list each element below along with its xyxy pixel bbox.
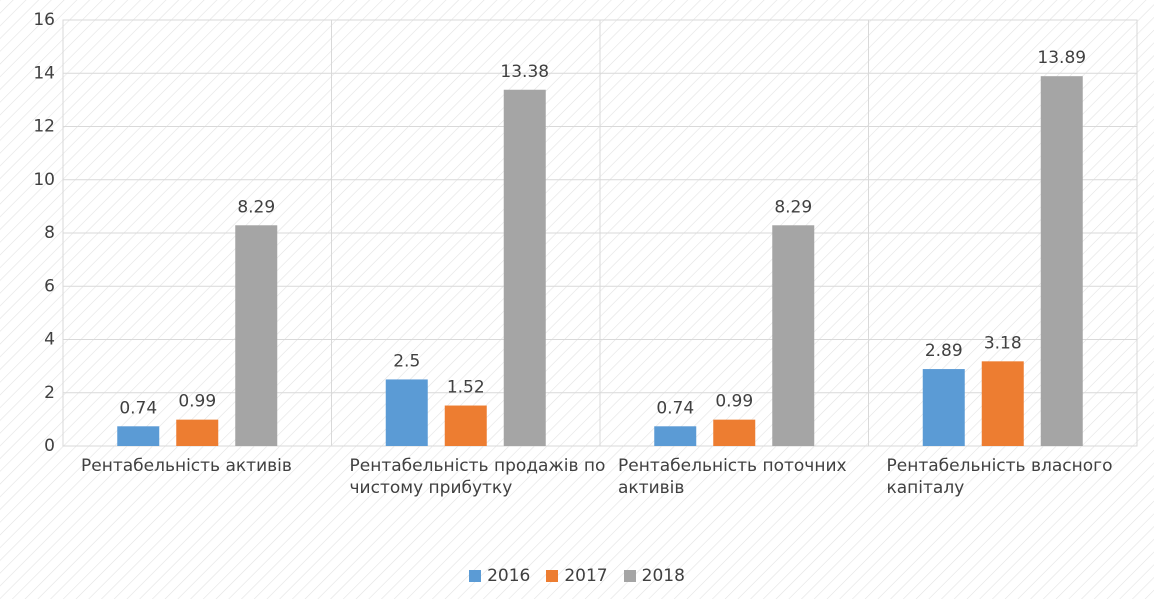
data-label: 8.29 bbox=[237, 197, 275, 217]
legend-item: 2017 bbox=[546, 566, 608, 586]
data-label: 13.38 bbox=[500, 62, 549, 82]
bar bbox=[117, 426, 160, 446]
x-tick-label: Рентабельність активів bbox=[81, 456, 292, 476]
bar bbox=[235, 225, 278, 446]
y-tick-label: 2 bbox=[44, 383, 55, 403]
y-tick-label: 0 bbox=[44, 436, 55, 456]
bar bbox=[385, 379, 428, 446]
bar bbox=[772, 225, 815, 446]
y-tick-label: 12 bbox=[33, 117, 55, 137]
x-tick-label: Рентабельність поточних активів bbox=[618, 456, 847, 498]
data-label: 0.99 bbox=[715, 392, 753, 412]
data-label: 13.89 bbox=[1037, 48, 1086, 68]
bar bbox=[1040, 76, 1083, 447]
legend-label: 2017 bbox=[564, 566, 608, 586]
bar bbox=[713, 419, 756, 446]
x-tick-label: Рентабельність продажів по чистому прибу… bbox=[349, 456, 606, 498]
legend: 2016 2017 2018 bbox=[0, 566, 1154, 586]
y-tick-label: 8 bbox=[44, 223, 55, 243]
bar bbox=[444, 405, 487, 446]
data-label: 8.29 bbox=[774, 197, 812, 217]
y-tick-label: 4 bbox=[44, 330, 55, 350]
data-label: 0.74 bbox=[656, 398, 694, 418]
data-label: 3.18 bbox=[984, 333, 1022, 353]
bar bbox=[503, 89, 546, 446]
y-tick-label: 14 bbox=[33, 63, 55, 83]
y-tick-label: 10 bbox=[33, 170, 55, 190]
x-tick-label: Рентабельність власного капіталу bbox=[886, 456, 1113, 498]
data-label: 1.52 bbox=[447, 378, 485, 398]
bar bbox=[176, 419, 219, 446]
data-label: 0.74 bbox=[119, 398, 157, 418]
legend-swatch bbox=[546, 570, 559, 582]
legend-item: 2018 bbox=[623, 566, 685, 586]
data-label: 2.89 bbox=[925, 341, 963, 361]
y-tick-label: 16 bbox=[33, 10, 55, 30]
legend-swatch bbox=[623, 570, 636, 582]
y-tick-label: 6 bbox=[44, 276, 55, 296]
legend-label: 2016 bbox=[487, 566, 531, 586]
bar bbox=[654, 426, 697, 446]
bar bbox=[922, 369, 965, 446]
legend-item: 2016 bbox=[469, 566, 530, 586]
data-label: 2.5 bbox=[393, 351, 420, 371]
legend-label: 2018 bbox=[641, 566, 685, 586]
legend-swatch bbox=[469, 570, 482, 582]
data-label: 0.99 bbox=[178, 392, 216, 412]
bar bbox=[981, 361, 1024, 446]
